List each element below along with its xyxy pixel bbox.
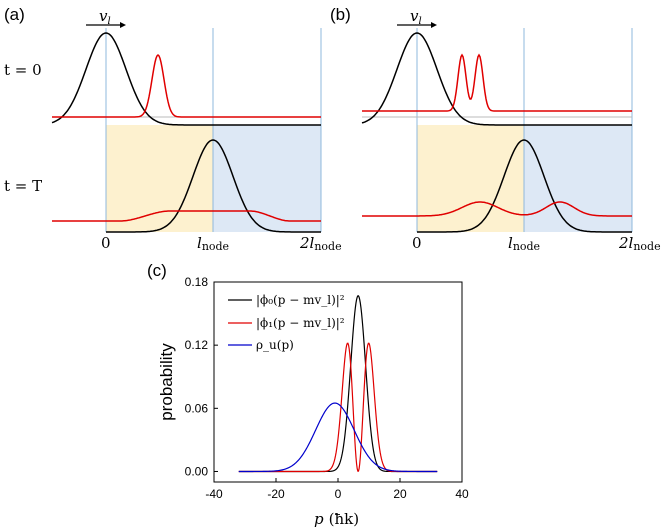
- x-tick-label: 20: [393, 487, 407, 501]
- panel-a-region-2: [213, 125, 321, 232]
- panel-b-wavepacket-tT: [417, 139, 632, 233]
- panel-a: (a) vl t = 0 t = T 0 lnode 2lnode: [4, 5, 342, 253]
- x-tick-label: -40: [205, 487, 223, 501]
- panel-c-xlabel: p (ħk): [314, 510, 359, 528]
- panel-a-velocity-arrowhead: [120, 22, 126, 28]
- panel-b-tick-0: 0: [412, 234, 422, 252]
- panel-b-velocity-label: vl: [410, 7, 422, 27]
- panel-b-label: (b): [330, 5, 351, 24]
- legend-entry-phi0: |ϕ₀(p − mv_l)|²: [256, 293, 345, 307]
- y-tick-label: 0.00: [185, 464, 209, 478]
- panel-c-curves: [238, 295, 438, 473]
- panel-a-tick-2: 2lnode: [299, 234, 342, 253]
- series-line-2: [238, 402, 438, 473]
- x-tick-label: 40: [455, 487, 469, 501]
- panel-a-velocity-label: vl: [99, 7, 111, 27]
- panel-b-velocity-arrowhead: [431, 22, 437, 28]
- panel-c: (c) -40 -20 0 20 40 0.00 0.06 0.12 0.18 probabi…: [147, 261, 469, 528]
- panel-c-y-ticks: 0.00 0.06 0.12 0.18: [185, 275, 218, 478]
- panel-a-label: (a): [4, 5, 25, 24]
- panel-b-region-1: [417, 125, 524, 232]
- panel-b-atom-t0: [362, 53, 632, 112]
- row-label-t0: t = 0: [4, 61, 42, 79]
- panel-b-region-2: [524, 125, 632, 232]
- legend-entry-phi1: |ϕ₁(p − mv_l)|²: [256, 316, 345, 330]
- panel-b-wavepacket-t0: [361, 32, 632, 126]
- panel-c-ylabel: probability: [157, 343, 176, 421]
- panel-c-x-ticks: -40 -20 0 20 40: [205, 478, 469, 501]
- panel-a-region-1: [106, 125, 213, 232]
- panel-b-tick-2: 2lnode: [618, 234, 661, 253]
- panel-a-atom-t0: [52, 53, 321, 118]
- panel-a-atom-tT: [52, 210, 321, 222]
- x-tick-label: 0: [335, 487, 342, 501]
- panel-c-axes-frame: [213, 281, 463, 483]
- series-line-1: [238, 342, 438, 473]
- y-tick-label: 0.18: [185, 275, 209, 289]
- panel-b-atom-tT: [362, 201, 632, 217]
- legend-entry-rho: ρ_u(p): [256, 338, 294, 352]
- panel-b-tick-1: lnode: [508, 234, 540, 253]
- panel-b: (b) vl 0 lnode 2lnode: [330, 5, 661, 253]
- panel-a-tick-0: 0: [101, 234, 111, 252]
- panel-a-tick-1: lnode: [197, 234, 229, 253]
- row-label-tT: t = T: [4, 177, 42, 195]
- panel-a-wavepacket-t0: [51, 32, 321, 126]
- panel-c-legend: |ϕ₀(p − mv_l)|² |ϕ₁(p − mv_l)|² ρ_u(p): [228, 293, 345, 352]
- panel-a-wavepacket-tT: [106, 139, 321, 233]
- y-tick-label: 0.06: [185, 401, 209, 415]
- x-tick-label: -20: [267, 487, 285, 501]
- y-tick-label: 0.12: [185, 338, 209, 352]
- panel-c-label: (c): [147, 261, 167, 280]
